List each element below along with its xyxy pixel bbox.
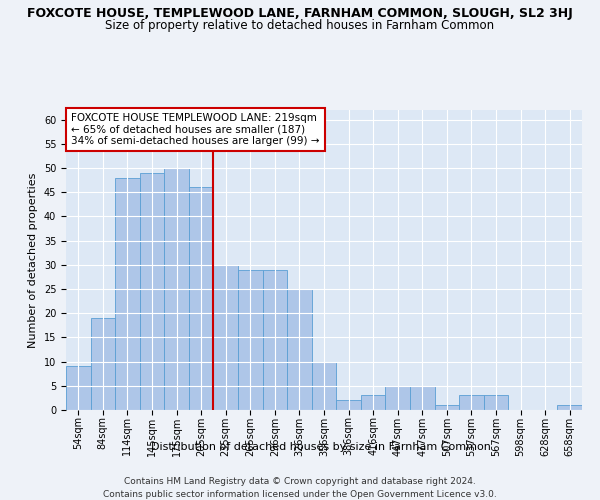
- Bar: [385, 386, 410, 410]
- Bar: [189, 188, 214, 410]
- Bar: [263, 270, 287, 410]
- Y-axis label: Number of detached properties: Number of detached properties: [28, 172, 38, 348]
- Bar: [140, 173, 164, 410]
- Bar: [238, 270, 263, 410]
- Bar: [557, 405, 582, 410]
- Bar: [66, 366, 91, 410]
- Bar: [91, 318, 115, 410]
- Bar: [459, 396, 484, 410]
- Bar: [164, 168, 189, 410]
- Text: FOXCOTE HOUSE, TEMPLEWOOD LANE, FARNHAM COMMON, SLOUGH, SL2 3HJ: FOXCOTE HOUSE, TEMPLEWOOD LANE, FARNHAM …: [27, 8, 573, 20]
- Text: FOXCOTE HOUSE TEMPLEWOOD LANE: 219sqm
← 65% of detached houses are smaller (187): FOXCOTE HOUSE TEMPLEWOOD LANE: 219sqm ← …: [71, 113, 320, 146]
- Bar: [434, 405, 459, 410]
- Bar: [410, 386, 434, 410]
- Bar: [484, 396, 508, 410]
- Text: Contains HM Land Registry data © Crown copyright and database right 2024.
Contai: Contains HM Land Registry data © Crown c…: [103, 477, 497, 499]
- Bar: [214, 265, 238, 410]
- Bar: [361, 396, 385, 410]
- Bar: [115, 178, 140, 410]
- Text: Distribution of detached houses by size in Farnham Common: Distribution of detached houses by size …: [151, 442, 491, 452]
- Text: Size of property relative to detached houses in Farnham Common: Size of property relative to detached ho…: [106, 19, 494, 32]
- Bar: [312, 362, 336, 410]
- Bar: [336, 400, 361, 410]
- Bar: [287, 289, 312, 410]
